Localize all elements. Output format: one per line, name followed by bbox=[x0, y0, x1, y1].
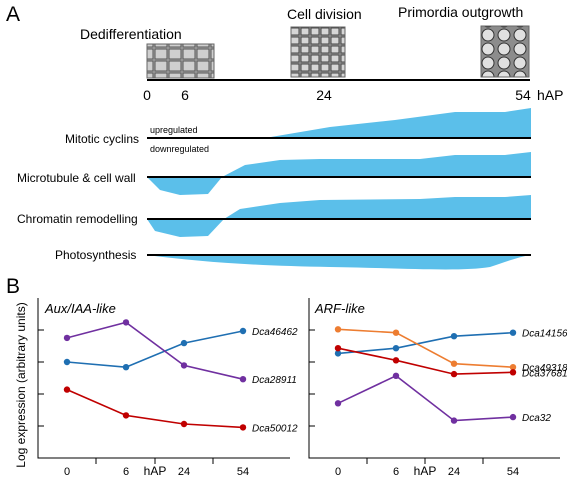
data-point-dca28911 bbox=[180, 362, 188, 369]
stage-primordia-outgrowth: Primordia outgrowth bbox=[398, 4, 523, 20]
timeline-tick-54: 54 bbox=[515, 87, 531, 103]
chart-aux-iaa: Aux/IAA-like 0 6 24 54 hAP Dca46462 Dca28911… bbox=[37, 298, 298, 478]
data-point-dca28911 bbox=[239, 376, 247, 383]
chart-aux-iaa-yticks bbox=[38, 329, 44, 427]
data-point-dca46462 bbox=[180, 339, 188, 347]
chart-arf-xlabel: hAP bbox=[414, 464, 437, 478]
series-label-dca37681: Dca37681 bbox=[522, 368, 567, 379]
chart-arf-xticks bbox=[366, 458, 484, 464]
data-point-dca37681 bbox=[450, 370, 458, 378]
chart-arf-title: ARF-like bbox=[314, 301, 365, 316]
data-point-dca37681 bbox=[392, 357, 400, 364]
data-point-dca37681 bbox=[509, 369, 517, 376]
micrograph-dedifferentiation bbox=[146, 43, 215, 79]
timeline-tick-24: 24 bbox=[316, 87, 332, 103]
data-point-dca32 bbox=[334, 400, 342, 407]
chromatin-down-profile bbox=[147, 219, 224, 237]
panel-a-label: A bbox=[6, 3, 20, 26]
data-point-dca49318 bbox=[509, 364, 517, 371]
data-point-dca28911 bbox=[122, 319, 130, 326]
chart-aux-iaa-xlabel: hAP bbox=[144, 464, 167, 478]
chart-aux-iaa-xticks bbox=[95, 458, 214, 464]
track-label-microtubule-cell-wall: Microtubule & cell wall bbox=[17, 171, 136, 185]
y-axis-label: Log expression (arbitrary units) bbox=[14, 302, 28, 467]
data-point-dca32 bbox=[509, 413, 517, 421]
series-line-dca49318 bbox=[337, 328, 514, 368]
series-line-dca14156 bbox=[337, 331, 514, 355]
data-point-dca46462 bbox=[122, 364, 130, 371]
series-label-dca46462: Dca46462 bbox=[252, 327, 298, 338]
data-point-dca50012 bbox=[239, 424, 247, 431]
data-point-dca49318 bbox=[392, 329, 400, 336]
x-tick-label: 0 bbox=[335, 466, 341, 478]
data-point-dca50012 bbox=[63, 386, 71, 393]
x-tick-label: 54 bbox=[507, 466, 519, 478]
x-tick-label: 6 bbox=[393, 466, 399, 478]
chart-aux-iaa-axes bbox=[37, 298, 290, 459]
series-line-dca28911 bbox=[66, 321, 244, 380]
data-point-dca46462 bbox=[239, 327, 247, 335]
data-point-dca32 bbox=[392, 372, 400, 379]
microtubule-up-profile bbox=[222, 152, 531, 177]
series-label-dca49318: Dca49318 bbox=[522, 363, 567, 374]
series-label-dca14156: Dca14156 bbox=[522, 329, 567, 340]
micrograph-cell-division bbox=[290, 26, 346, 78]
series-line-dca32 bbox=[337, 374, 514, 422]
micrograph-primordia-outgrowth bbox=[480, 25, 530, 78]
data-point-dca14156 bbox=[334, 350, 342, 357]
x-tick-label: 24 bbox=[178, 466, 190, 478]
mitotic-cyclins-profile bbox=[265, 108, 531, 138]
track-label-photosynthesis: Photosynthesis bbox=[55, 248, 136, 262]
series-line-dca37681 bbox=[337, 347, 514, 375]
chart-aux-iaa-title: Aux/IAA-like bbox=[44, 301, 116, 316]
data-point-dca37681 bbox=[334, 345, 342, 352]
downregulated-label: downregulated bbox=[150, 144, 209, 154]
x-tick-label: 0 bbox=[64, 466, 70, 478]
series-line-dca46462 bbox=[66, 330, 244, 369]
data-point-dca46462 bbox=[63, 358, 71, 366]
chart-arf: ARF-like 0 6 24 54 hAP Dca14156Dca49318Dca3… bbox=[308, 298, 567, 478]
panel-b-label: B bbox=[6, 275, 20, 298]
series-label-dca50012: Dca50012 bbox=[252, 423, 298, 434]
series-line-dca50012 bbox=[66, 388, 244, 429]
microtubule-down-profile bbox=[147, 177, 222, 195]
timeline-unit: hAP bbox=[537, 87, 563, 103]
series-label-dca32: Dca32 bbox=[522, 413, 551, 424]
x-tick-label: 54 bbox=[237, 466, 249, 478]
data-point-dca14156 bbox=[450, 333, 458, 340]
data-point-dca14156 bbox=[509, 329, 517, 336]
data-point-dca49318 bbox=[450, 360, 458, 367]
series-label-dca28911: Dca28911 bbox=[252, 375, 297, 386]
stage-dedifferentiation: Dedifferentiation bbox=[80, 26, 182, 42]
chart-arf-axes bbox=[308, 298, 560, 459]
timeline-tick-0: 0 bbox=[143, 87, 151, 103]
track-label-chromatin-remodelling: Chromatin remodelling bbox=[17, 212, 138, 226]
upregulated-label: upregulated bbox=[150, 125, 198, 135]
data-point-dca49318 bbox=[334, 326, 342, 333]
x-tick-label: 24 bbox=[448, 466, 460, 478]
photosynthesis-profile bbox=[147, 255, 531, 270]
data-point-dca32 bbox=[450, 417, 458, 424]
data-point-dca14156 bbox=[392, 345, 400, 352]
stage-cell-division: Cell division bbox=[287, 6, 362, 22]
data-point-dca50012 bbox=[180, 420, 188, 428]
data-point-dca28911 bbox=[63, 334, 71, 342]
chart-arf-yticks bbox=[309, 329, 315, 427]
chromatin-up-profile bbox=[224, 195, 531, 219]
track-label-mitotic-cyclins: Mitotic cyclins bbox=[65, 132, 139, 146]
x-tick-label: 6 bbox=[123, 466, 129, 478]
timeline-tick-6: 6 bbox=[181, 87, 189, 103]
data-point-dca50012 bbox=[122, 412, 130, 419]
